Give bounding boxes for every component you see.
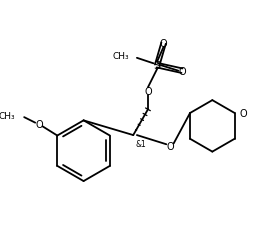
Text: S: S xyxy=(154,61,161,71)
Text: O: O xyxy=(178,67,186,76)
Text: O: O xyxy=(35,120,43,130)
Text: &1: &1 xyxy=(135,139,146,148)
Text: O: O xyxy=(160,39,167,49)
Text: O: O xyxy=(144,86,152,96)
Text: O: O xyxy=(239,109,247,118)
Text: O: O xyxy=(166,141,174,151)
Text: CH₃: CH₃ xyxy=(0,111,15,120)
Text: CH₃: CH₃ xyxy=(113,52,130,61)
